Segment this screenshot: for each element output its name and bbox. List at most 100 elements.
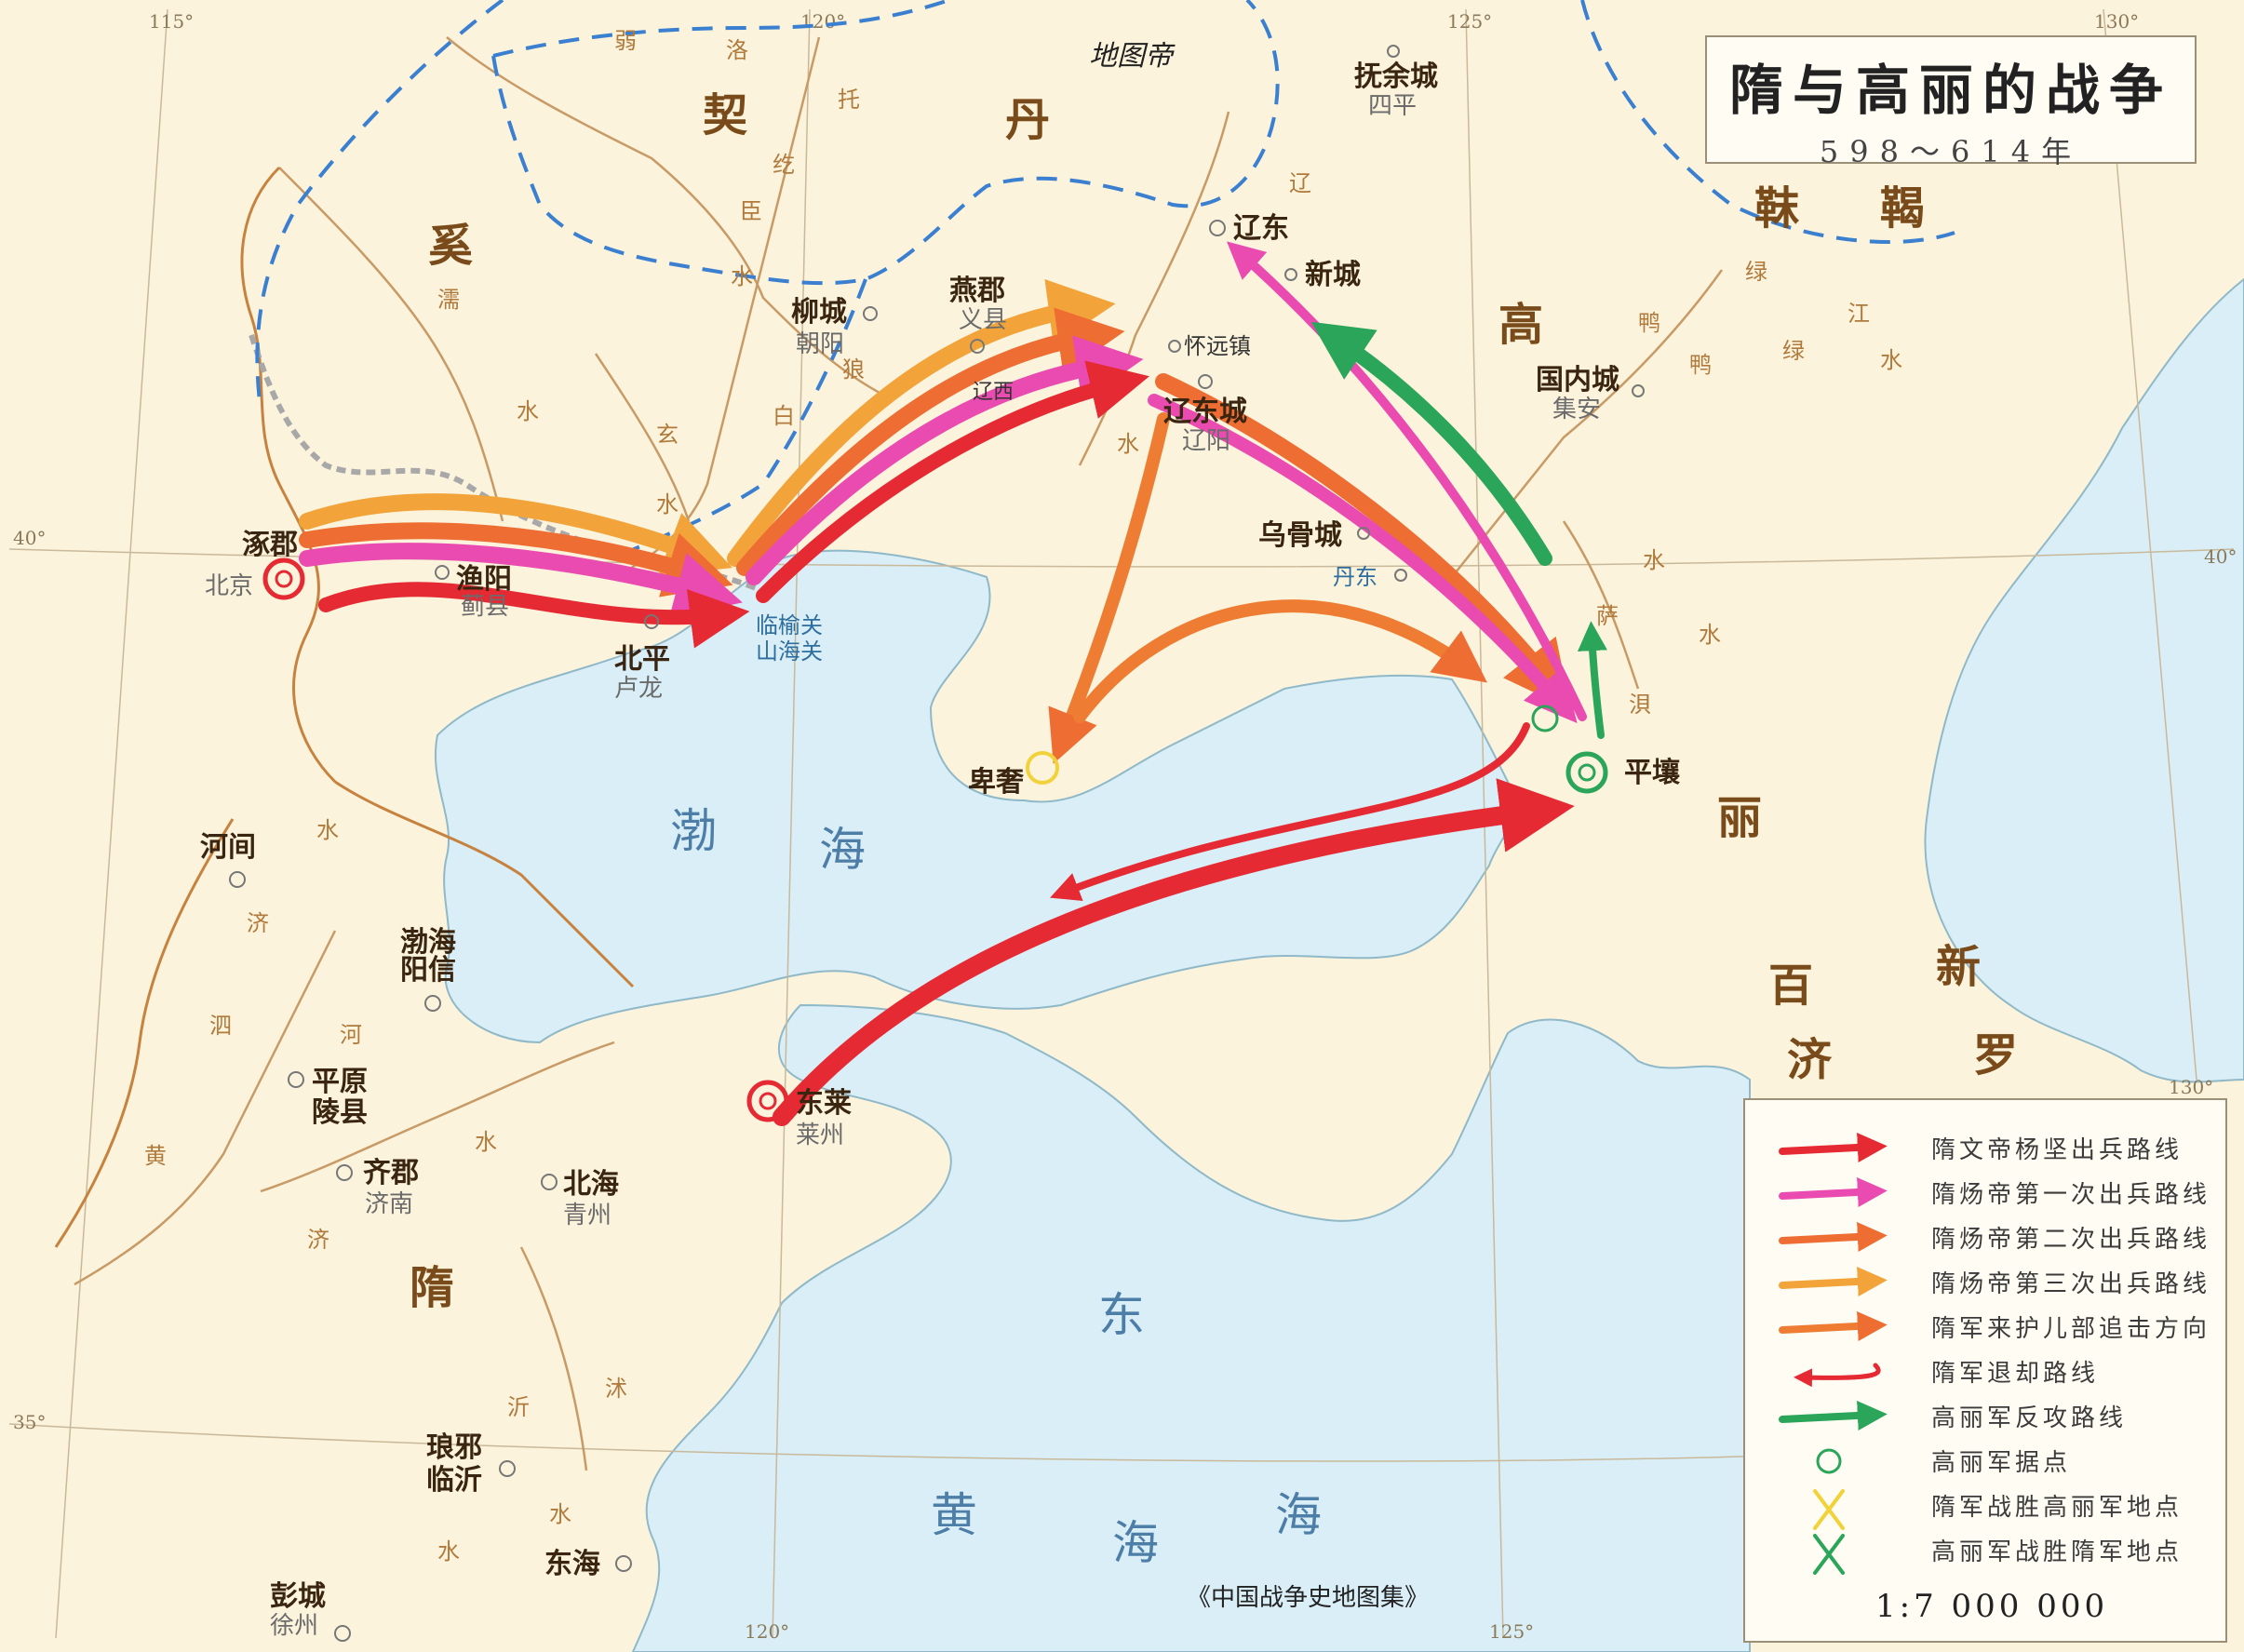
legend-swatch-sui-victory <box>1813 1489 1845 1530</box>
legend: 隋文帝杨坚出兵路线 隋炀帝第一次出兵路线 隋炀帝第二次出兵路线 隋炀帝第三次出兵… <box>1743 1098 2227 1643</box>
lon-115-label: 115° <box>149 10 194 33</box>
liucheng-modern: 朝阳 <box>796 330 844 358</box>
region-goguryeo-2: 丽 <box>1717 792 1762 844</box>
route-wen-sea <box>773 778 1575 1126</box>
lat-40-label: 40° <box>13 527 46 549</box>
guonei-label: 国内城 <box>1536 364 1619 396</box>
yellow-sea <box>631 1003 1751 1652</box>
source-note: 《中国战争史地图集》 <box>1187 1584 1429 1612</box>
legend-label-9: 高丽军战胜隋军地点 <box>1931 1538 2183 1566</box>
svg-text:黄: 黄 <box>144 1143 167 1169</box>
legend-scale: 1:7 000 000 <box>1875 1588 2108 1625</box>
pingyuan-label: 平原 <box>312 1066 368 1098</box>
svg-text:济: 济 <box>247 910 269 936</box>
route-laihuer-south <box>1048 412 1170 764</box>
legend-label-4: 隋军来护儿部追击方向 <box>1931 1315 2210 1343</box>
donghai-label: 东海 <box>544 1548 600 1580</box>
svg-text:水: 水 <box>731 263 753 289</box>
svg-text:绿: 绿 <box>1745 259 1767 285</box>
legend-label-8: 隋军战胜高丽军地点 <box>1931 1494 2183 1522</box>
svg-text:水: 水 <box>549 1501 571 1527</box>
cities: 涿郡 北京 渔阳 蓟县 北平 卢龙 临榆关 山海关 柳城 朝阳 燕郡 义县 辽西… <box>200 45 1680 1642</box>
beishe-label: 卑奢 <box>968 766 1025 799</box>
region-khitan-1: 契 <box>703 89 747 141</box>
lon-120-bottom-label: 120° <box>745 1620 789 1643</box>
beihai-label: 北海 <box>563 1168 619 1201</box>
pengcheng-modern: 徐州 <box>270 1612 318 1640</box>
region-silla-1: 新 <box>1936 941 1981 993</box>
map-title-box: 隋与高丽的战争 598～614年 <box>1705 35 2197 169</box>
svg-text:河: 河 <box>340 1022 362 1048</box>
legend-swatch-retreat <box>1794 1363 1881 1388</box>
svg-text:纥: 纥 <box>773 152 795 178</box>
route-wen-east <box>756 360 1149 603</box>
pyongyang-label: 平壤 <box>1624 757 1680 789</box>
route-yang-1-pyongyang <box>1148 394 1578 724</box>
legend-swatches <box>1779 1132 1888 1575</box>
qijun-label: 齐郡 <box>363 1157 419 1189</box>
route-yang-2-pyongyang <box>1155 373 1571 710</box>
region-goguryeo-1: 高 <box>1498 299 1543 351</box>
map-subtitle: 598～614年 <box>1819 134 2083 169</box>
svg-text:濡: 濡 <box>437 287 460 313</box>
svg-text:水: 水 <box>1880 347 1902 373</box>
svg-text:水: 水 <box>1699 622 1721 648</box>
lat-40-label-right: 40° <box>2204 545 2237 568</box>
svg-text:江: 江 <box>1848 301 1870 327</box>
route-laihuer-east <box>1073 599 1487 723</box>
sea-east: 东 <box>1098 1288 1145 1342</box>
yanjun-modern: 义县 <box>959 306 1007 334</box>
svg-text:水: 水 <box>475 1129 497 1155</box>
svg-text:玄: 玄 <box>656 422 679 448</box>
province-boundaries <box>54 166 635 1248</box>
zhuojun-marker <box>262 557 305 600</box>
route-yang-2-west <box>299 522 733 598</box>
svg-text:水: 水 <box>517 398 539 424</box>
watermark: 地图帝 <box>1089 40 1176 73</box>
legend-label-6: 高丽军反攻路线 <box>1931 1404 2127 1432</box>
fuyu-label: 抚余城 <box>1354 60 1438 93</box>
svg-text:鸭: 鸭 <box>1638 310 1660 336</box>
yuyang-modern: 蓟县 <box>461 593 509 621</box>
svg-text:绿: 绿 <box>1782 338 1805 364</box>
svg-text:济: 济 <box>307 1227 329 1253</box>
fuyu-modern: 四平 <box>1368 92 1417 120</box>
svg-text:水: 水 <box>1117 431 1139 457</box>
svg-text:狼: 狼 <box>842 356 865 383</box>
route-yang-1-east <box>746 335 1144 585</box>
zhuojun-modern: 北京 <box>205 572 253 600</box>
route-yang-1-west <box>299 543 743 618</box>
liaodong-label: 辽东 <box>1233 212 1289 245</box>
legend-swatch-wen <box>1779 1132 1888 1162</box>
route-wen-west <box>318 582 750 649</box>
legend-swatch-yang3 <box>1779 1266 1888 1296</box>
guonei-modern: 集安 <box>1552 396 1601 423</box>
huaiyuan-label: 怀远镇 <box>1184 333 1251 359</box>
sea-yellow-3: 海 <box>1275 1488 1322 1542</box>
yuyang-label: 渔阳 <box>456 563 512 596</box>
region-sui: 隋 <box>410 1262 454 1314</box>
legend-label-5: 隋军退却路线 <box>1931 1360 2099 1388</box>
svg-text:沭: 沭 <box>605 1376 627 1402</box>
donglai-marker <box>746 1080 789 1122</box>
svg-text:泗: 泗 <box>209 1013 232 1039</box>
lon-125-label: 125° <box>1447 10 1492 33</box>
legend-swatch-yang2 <box>1779 1221 1888 1252</box>
donglai-modern: 莱州 <box>796 1121 844 1149</box>
region-khitan-2: 丹 <box>1005 94 1050 146</box>
legend-swatch-laihuer <box>1779 1310 1888 1341</box>
route-goguryeo-counter-small <box>1577 621 1607 739</box>
svg-text:萨: 萨 <box>1596 603 1619 629</box>
region-mohe-2: 鞨 <box>1880 182 1925 235</box>
lon-130-label-right: 130° <box>2169 1076 2213 1098</box>
pingyuan-modern: 陵县 <box>312 1096 368 1129</box>
langya-modern: 临沂 <box>426 1464 482 1497</box>
bohai-jun-modern: 阳信 <box>400 954 456 987</box>
route-yang-1-north <box>1227 241 1587 721</box>
legend-svg: 隋文帝杨坚出兵路线 隋炀帝第一次出兵路线 隋炀帝第二次出兵路线 隋炀帝第三次出兵… <box>1779 1132 2210 1625</box>
svg-text:洛: 洛 <box>726 37 748 63</box>
route-arrows <box>299 241 1607 1126</box>
legend-labels: 隋文帝杨坚出兵路线 隋炀帝第一次出兵路线 隋炀帝第二次出兵路线 隋炀帝第三次出兵… <box>1875 1136 2210 1625</box>
route-retreat <box>1050 722 1530 902</box>
